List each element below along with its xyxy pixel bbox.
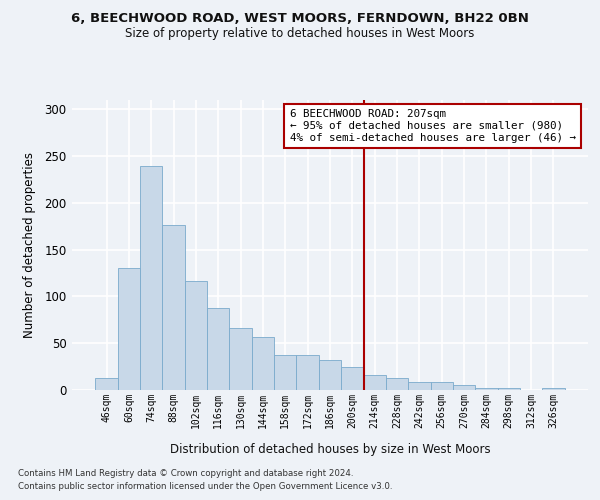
Bar [542, 388, 565, 390]
Bar [229, 328, 252, 390]
Bar [319, 360, 341, 390]
Bar [207, 308, 229, 390]
Bar [364, 375, 386, 390]
Bar [475, 388, 497, 390]
Bar [453, 386, 475, 390]
Bar [386, 378, 408, 390]
Bar [341, 366, 364, 390]
Text: Size of property relative to detached houses in West Moors: Size of property relative to detached ho… [125, 28, 475, 40]
Bar [95, 378, 118, 390]
Text: Distribution of detached houses by size in West Moors: Distribution of detached houses by size … [170, 442, 490, 456]
Bar [431, 382, 453, 390]
Bar [497, 388, 520, 390]
Text: Contains HM Land Registry data © Crown copyright and database right 2024.: Contains HM Land Registry data © Crown c… [18, 468, 353, 477]
Text: 6 BEECHWOOD ROAD: 207sqm
← 95% of detached houses are smaller (980)
4% of semi-d: 6 BEECHWOOD ROAD: 207sqm ← 95% of detach… [290, 110, 576, 142]
Bar [185, 282, 207, 390]
Bar [274, 356, 296, 390]
Bar [252, 336, 274, 390]
Bar [296, 356, 319, 390]
Y-axis label: Number of detached properties: Number of detached properties [23, 152, 36, 338]
Bar [118, 268, 140, 390]
Bar [140, 166, 163, 390]
Bar [163, 226, 185, 390]
Text: Contains public sector information licensed under the Open Government Licence v3: Contains public sector information licen… [18, 482, 392, 491]
Bar [408, 382, 431, 390]
Text: 6, BEECHWOOD ROAD, WEST MOORS, FERNDOWN, BH22 0BN: 6, BEECHWOOD ROAD, WEST MOORS, FERNDOWN,… [71, 12, 529, 26]
